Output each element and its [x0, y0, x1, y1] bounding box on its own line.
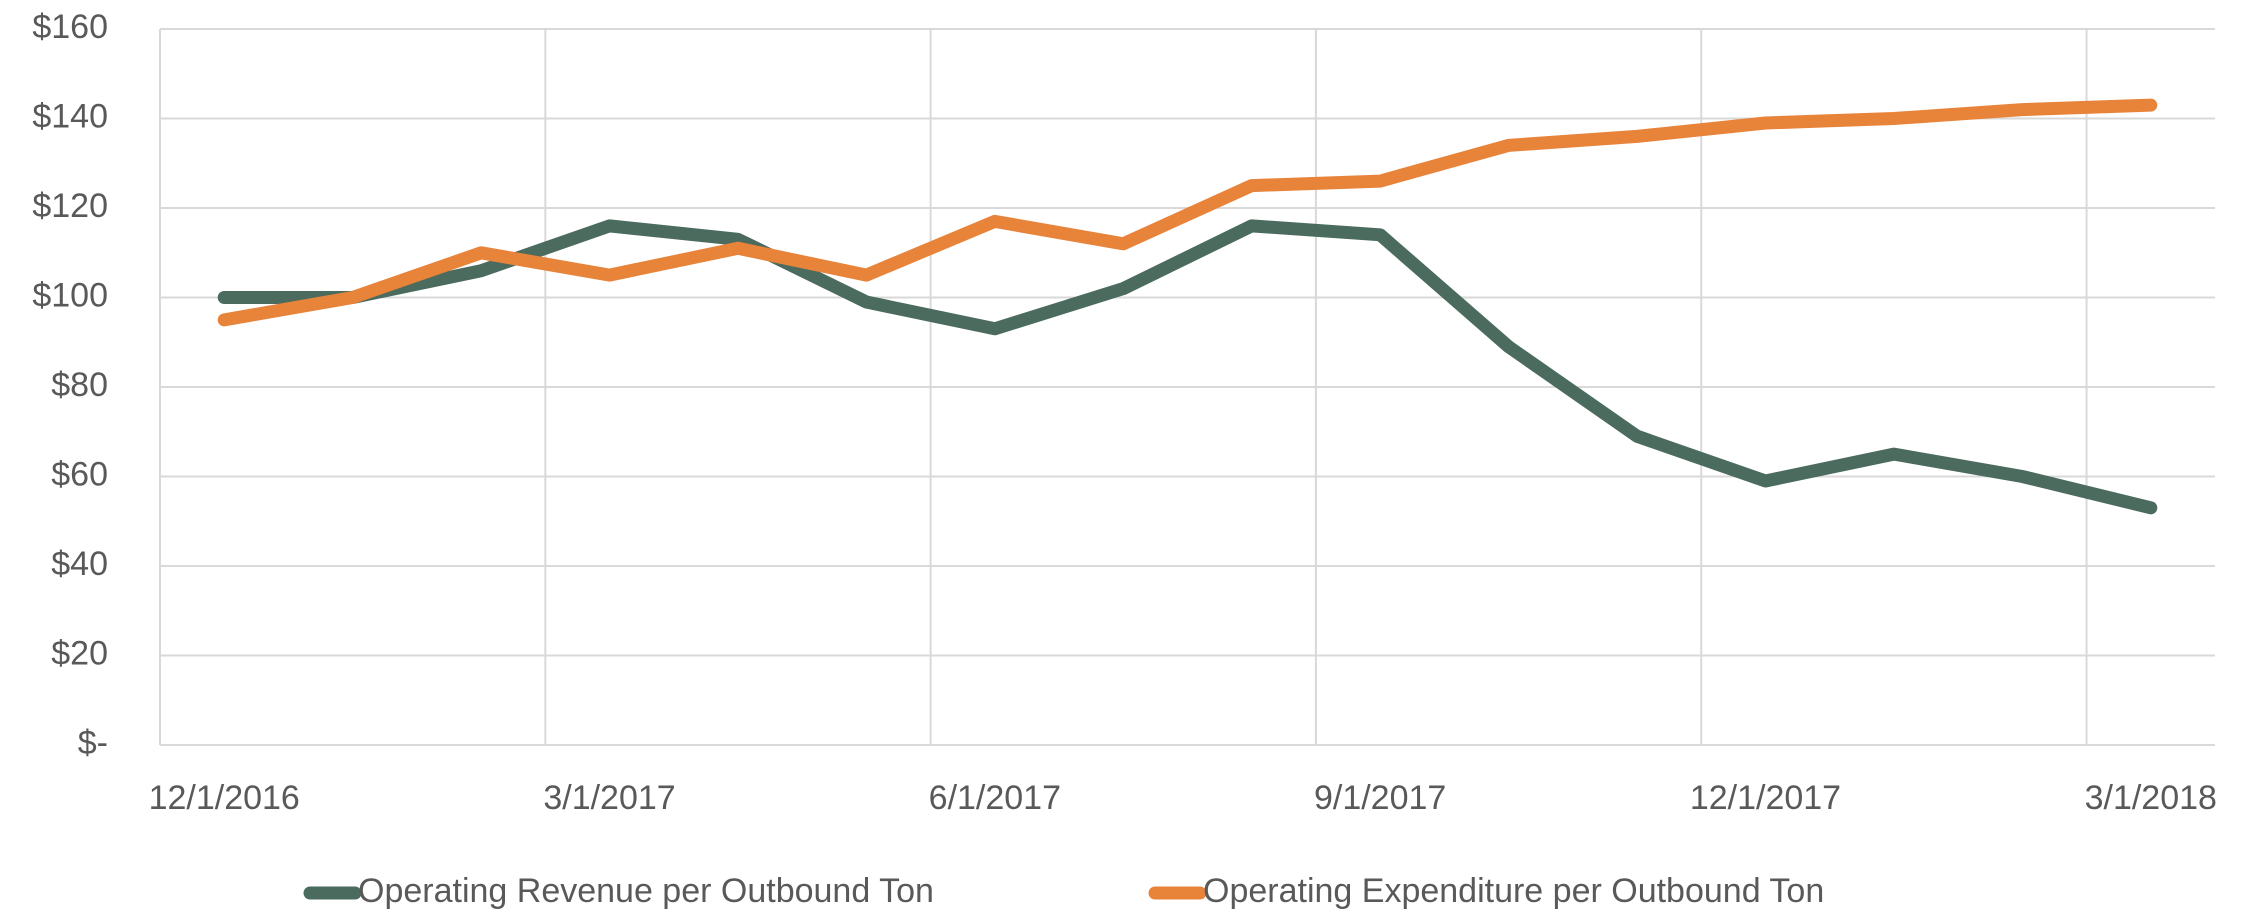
y-tick-label: $80 — [51, 366, 108, 404]
x-tick-label: 12/1/2016 — [149, 779, 300, 817]
series-line — [217, 219, 2158, 515]
y-tick-label: $40 — [51, 545, 108, 583]
y-tick-label: $20 — [51, 634, 108, 672]
y-tick-label: $60 — [51, 455, 108, 493]
y-tick-label: $120 — [32, 187, 108, 225]
y-tick-label: $140 — [32, 97, 108, 135]
x-tick-label: 9/1/2017 — [1314, 779, 1446, 817]
series-line — [217, 98, 2158, 327]
y-tick-label: $100 — [32, 276, 108, 314]
x-tick-label: 3/1/2017 — [543, 779, 675, 817]
x-tick-label: 3/1/2018 — [2085, 779, 2217, 817]
y-tick-label: $- — [78, 724, 108, 762]
y-tick-label: $160 — [32, 8, 108, 46]
legend-label: Operating Expenditure per Outbound Ton — [1203, 872, 1824, 910]
legend-label: Operating Revenue per Outbound Ton — [358, 872, 934, 910]
x-tick-label: 12/1/2017 — [1690, 779, 1841, 817]
x-tick-label: 6/1/2017 — [929, 779, 1061, 817]
